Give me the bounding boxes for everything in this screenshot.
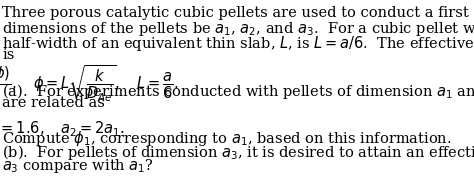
Text: (b).  For pellets of dimension $a_3$, it is desired to attain an effectiveness f: (b). For pellets of dimension $a_3$, it … — [2, 143, 474, 162]
Text: half-width of an equivalent thin slab, $L$, is $L = a/6$.  The effectiveness fac: half-width of an equivalent thin slab, $… — [2, 34, 474, 53]
Text: Three porous catalytic cubic pellets are used to conduct a first order catalytic: Three porous catalytic cubic pellets are… — [2, 6, 474, 21]
Text: (a).  For experiments conducted with pellets of dimension $a_1$ and $a_2$, the o: (a). For experiments conducted with pell… — [2, 83, 474, 101]
Text: $a_3$ compare with $a_1$?: $a_3$ compare with $a_1$? — [2, 157, 155, 175]
Text: dimensions of the pellets be $a_1$, $a_2$, and $a_3$.  For a cubic pellet with d: dimensions of the pellets be $a_1$, $a_2… — [2, 20, 474, 38]
Text: is: is — [2, 48, 15, 62]
Text: $\dfrac{r_1}{r_2} = 1.6, \quad a_2 = 2a_1.$: $\dfrac{r_1}{r_2} = 1.6, \quad a_2 = 2a_… — [0, 112, 125, 146]
Text: Compute $\phi_1$, corresponding to $a_1$, based on this information.: Compute $\phi_1$, corresponding to $a_1$… — [2, 129, 452, 148]
Text: $\eta = \dfrac{\tanh(\phi)}{\phi}, \quad \phi = L\sqrt{\dfrac{k}{D_{Ae}}}, \quad: $\eta = \dfrac{\tanh(\phi)}{\phi}, \quad… — [0, 64, 179, 104]
Text: are related as: are related as — [2, 96, 105, 110]
